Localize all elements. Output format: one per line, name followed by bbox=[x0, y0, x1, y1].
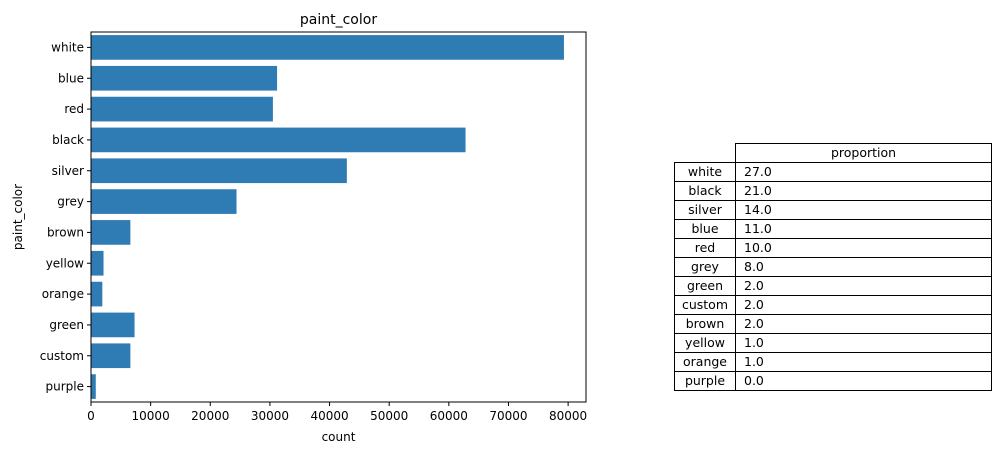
y-tick-label: silver bbox=[52, 164, 84, 178]
y-tick-label: red bbox=[64, 102, 84, 116]
table-row-value: 1.0 bbox=[735, 333, 992, 353]
x-tick-label: 60000 bbox=[430, 409, 468, 423]
bar-red bbox=[91, 96, 273, 122]
x-tick-label: 40000 bbox=[310, 409, 348, 423]
table-row: green 2.0 bbox=[674, 276, 992, 296]
x-ticks-group: 0 10000 20000 30000 40000 50000 60000 70000 8000… bbox=[87, 402, 587, 423]
table-row-label: custom bbox=[674, 295, 736, 315]
table-body: white 27.0 black 21.0 silver 14.0 blue 11.0 red 1… bbox=[674, 162, 992, 391]
y-tick-label: brown bbox=[47, 225, 84, 239]
x-tick-label: 50000 bbox=[370, 409, 408, 423]
y-tick-label: green bbox=[49, 318, 84, 332]
bar-brown bbox=[91, 220, 131, 245]
proportion-table: proportion white 27.0 black 21.0 silver 14.0 b… bbox=[674, 143, 992, 391]
x-tick-label: 0 bbox=[87, 409, 95, 423]
x-tick-label: 20000 bbox=[191, 409, 229, 423]
bars-group bbox=[91, 35, 564, 399]
table-row: red 10.0 bbox=[674, 238, 992, 258]
bar-black bbox=[91, 127, 466, 153]
y-tick-label: white bbox=[51, 40, 84, 54]
x-tick-label: 30000 bbox=[251, 409, 289, 423]
bar-purple bbox=[91, 374, 96, 399]
table-row-value: 0.0 bbox=[735, 371, 992, 391]
bar-white bbox=[91, 35, 564, 60]
table-row-value: 2.0 bbox=[735, 295, 992, 315]
table-row-label: green bbox=[674, 276, 736, 296]
x-axis-label: count bbox=[322, 430, 356, 444]
table-column-header: proportion bbox=[735, 143, 992, 163]
table-row-label: yellow bbox=[674, 333, 736, 353]
table-row: brown 2.0 bbox=[674, 314, 992, 334]
table-row-value: 27.0 bbox=[735, 162, 992, 182]
table-row-label: grey bbox=[674, 257, 736, 277]
table-row-label: black bbox=[674, 181, 736, 201]
y-ticks-group: white blue red black silver grey brown yellow or… bbox=[40, 40, 91, 394]
bar-silver bbox=[91, 158, 347, 184]
y-tick-label: blue bbox=[58, 71, 84, 85]
table-row-label: purple bbox=[674, 371, 736, 391]
table-row-label: blue bbox=[674, 219, 736, 239]
bar-grey bbox=[91, 189, 237, 214]
table-row-label: white bbox=[674, 162, 736, 182]
plot-frame bbox=[90, 31, 587, 403]
chart-title: paint_color bbox=[300, 12, 377, 28]
bar-yellow bbox=[91, 250, 104, 276]
table-row: orange 1.0 bbox=[674, 352, 992, 372]
x-tick-label: 70000 bbox=[489, 409, 527, 423]
table-row-value: 2.0 bbox=[735, 314, 992, 334]
table-row-value: 2.0 bbox=[735, 276, 992, 296]
table-row-label: red bbox=[674, 238, 736, 258]
table-row: grey 8.0 bbox=[674, 257, 992, 277]
y-tick-label: purple bbox=[46, 380, 85, 394]
table-row-value: 11.0 bbox=[735, 219, 992, 239]
table-row-value: 10.0 bbox=[735, 238, 992, 258]
table-row-value: 21.0 bbox=[735, 181, 992, 201]
table-row: black 21.0 bbox=[674, 181, 992, 201]
table-row-label: silver bbox=[674, 200, 736, 220]
table-row: silver 14.0 bbox=[674, 200, 992, 220]
bar-orange bbox=[91, 281, 103, 307]
x-tick-label: 80000 bbox=[549, 409, 587, 423]
table-row-value: 1.0 bbox=[735, 352, 992, 372]
table-corner-cell bbox=[674, 143, 736, 163]
table-row-label: orange bbox=[674, 352, 736, 372]
table-row-value: 14.0 bbox=[735, 200, 992, 220]
table-row: custom 2.0 bbox=[674, 295, 992, 315]
table-row-value: 8.0 bbox=[735, 257, 992, 277]
y-tick-label: yellow bbox=[46, 256, 84, 270]
table-header-row: proportion bbox=[674, 143, 992, 163]
table-row-label: brown bbox=[674, 314, 736, 334]
table-row: blue 11.0 bbox=[674, 219, 992, 239]
bar-green bbox=[91, 312, 135, 338]
x-tick-label: 10000 bbox=[132, 409, 170, 423]
bar-blue bbox=[91, 65, 278, 91]
y-tick-label: custom bbox=[40, 349, 84, 363]
y-tick-label: grey bbox=[57, 195, 84, 209]
y-tick-label: orange bbox=[42, 287, 84, 301]
bar-custom bbox=[91, 343, 131, 369]
table-row: yellow 1.0 bbox=[674, 333, 992, 353]
table-row: white 27.0 bbox=[674, 162, 992, 182]
y-axis-label: paint_color bbox=[11, 184, 25, 250]
y-tick-label: black bbox=[52, 133, 84, 147]
table-row: purple 0.0 bbox=[674, 371, 992, 391]
